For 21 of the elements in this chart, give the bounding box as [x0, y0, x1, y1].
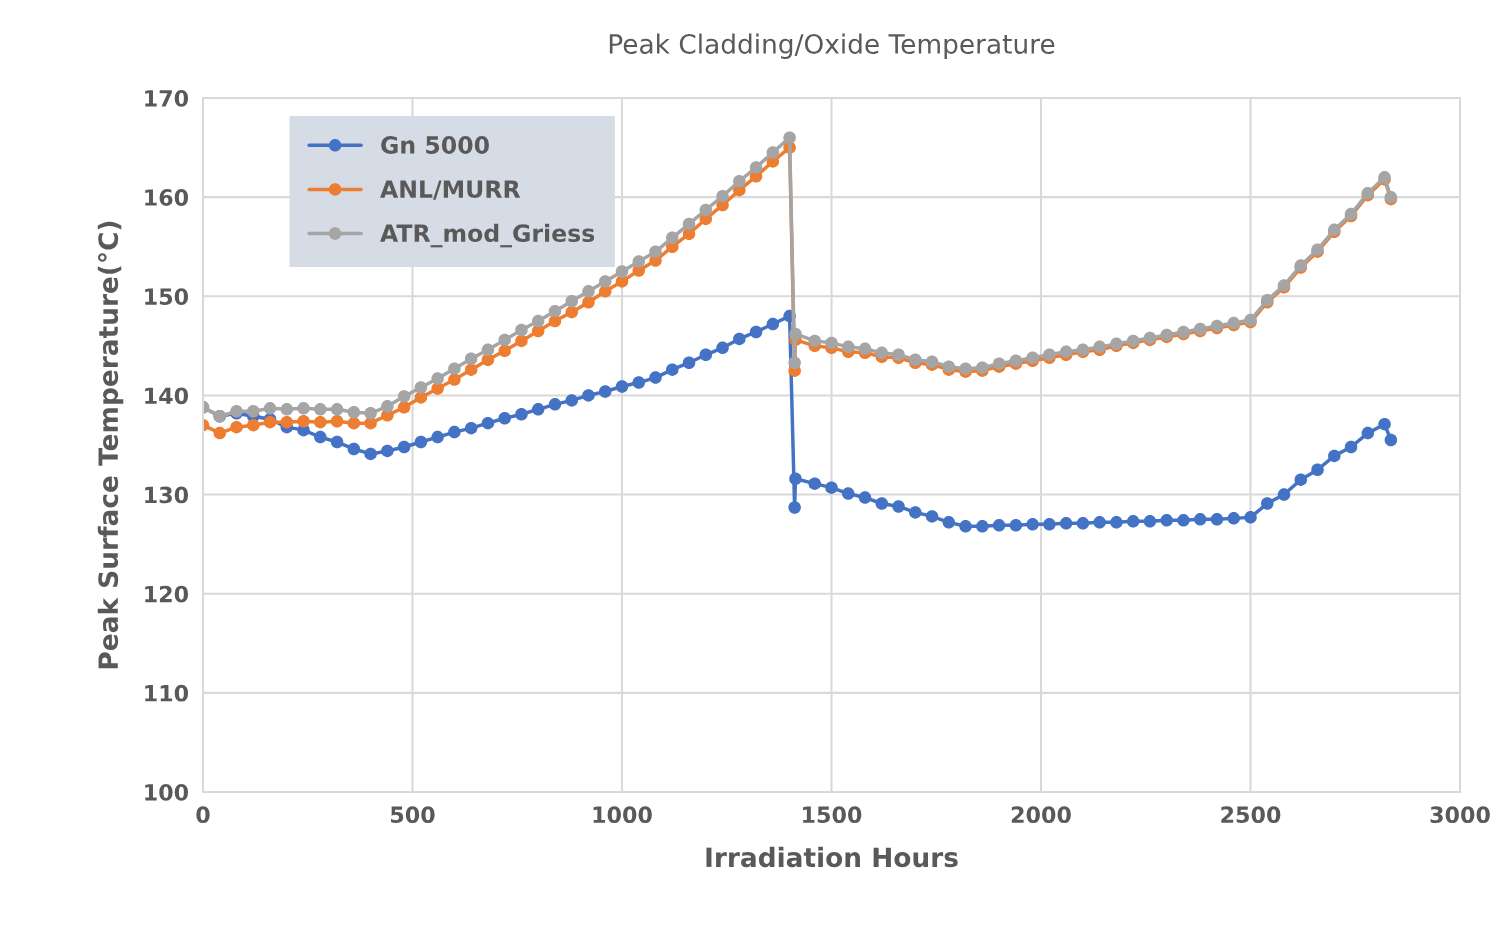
- y-tick-label: 100: [145, 783, 189, 801]
- x-tick-label: 0: [196, 806, 210, 824]
- y-tick-label: 170: [145, 89, 189, 107]
- legend-label: ANL/MURR: [380, 180, 521, 200]
- y-tick-label: 140: [145, 387, 189, 405]
- y-tick-label: 120: [145, 585, 189, 603]
- y-axis-title: Peak Surface Temperature(°C): [97, 221, 124, 669]
- y-tick-label: 160: [145, 189, 189, 206]
- y-tick-label: 110: [145, 684, 189, 702]
- x-tick-label: 3000: [1430, 806, 1490, 824]
- x-axis-title: Irradiation Hours: [706, 846, 958, 868]
- legend-label: Gn 5000: [381, 136, 489, 154]
- chart-title: Peak Cladding/Oxide Temperature: [609, 33, 1055, 60]
- y-tick-label: 130: [145, 486, 189, 504]
- x-tick-label: 500: [391, 806, 435, 824]
- x-tick-label: 2000: [1011, 806, 1071, 824]
- legend-label: ATR_mod_Griess: [380, 223, 595, 248]
- x-tick-label: 2500: [1221, 806, 1281, 824]
- y-tick-label: 150: [145, 288, 189, 306]
- x-tick-label: 1000: [593, 806, 652, 824]
- x-tick-label: 1500: [803, 806, 862, 824]
